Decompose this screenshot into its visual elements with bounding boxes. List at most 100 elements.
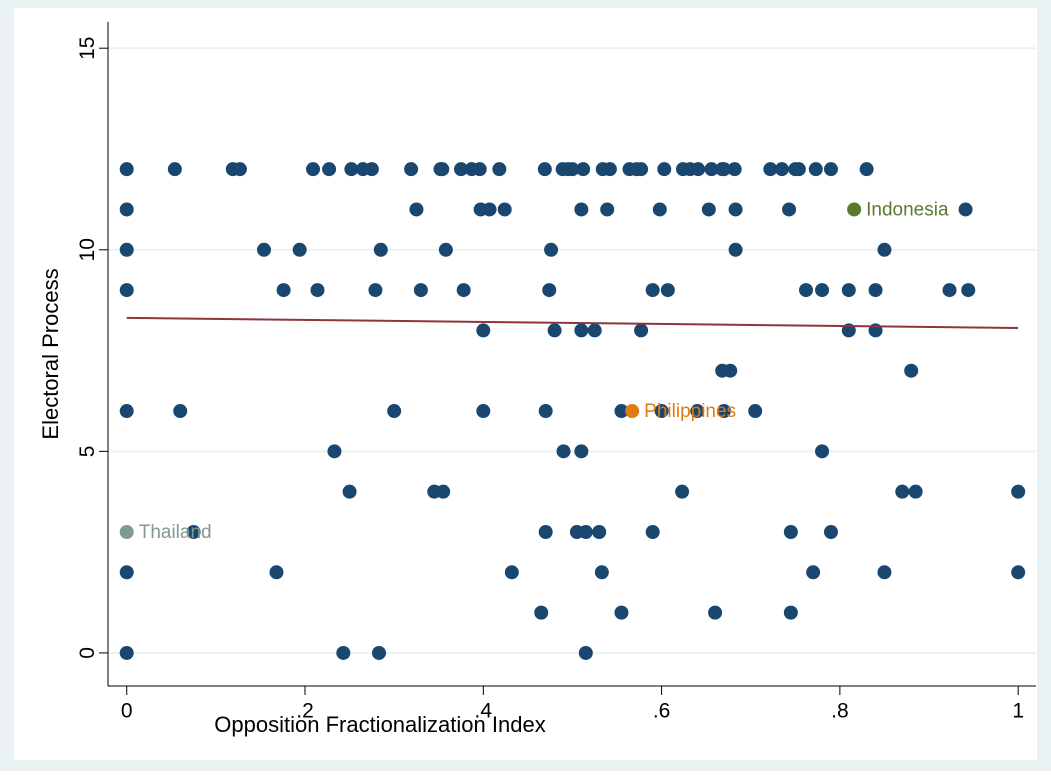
x-tick-label: 0 <box>121 700 133 723</box>
point <box>454 162 469 177</box>
point <box>823 524 838 539</box>
point <box>456 283 471 298</box>
point-label: Philippines <box>644 401 736 422</box>
point <box>614 605 629 620</box>
point <box>701 202 716 217</box>
point <box>436 484 451 499</box>
point <box>119 404 134 419</box>
point <box>364 162 379 177</box>
point <box>336 645 351 660</box>
point <box>492 162 507 177</box>
point <box>815 283 830 298</box>
labeled-point <box>119 524 134 539</box>
point <box>657 162 672 177</box>
point <box>690 404 705 419</box>
point <box>497 202 512 217</box>
point <box>728 202 743 217</box>
point <box>173 404 188 419</box>
y-tick-label: 0 <box>76 647 99 659</box>
point <box>292 242 307 257</box>
point <box>119 202 134 217</box>
point <box>372 645 387 660</box>
point <box>675 484 690 499</box>
point <box>877 242 892 257</box>
point <box>344 162 359 177</box>
point <box>404 162 419 177</box>
point <box>342 484 357 499</box>
point <box>1011 565 1026 580</box>
point <box>823 162 838 177</box>
point <box>645 283 660 298</box>
point <box>594 565 609 580</box>
y-tick-label: 5 <box>76 446 99 458</box>
point <box>587 323 602 338</box>
point <box>186 524 201 539</box>
point <box>476 323 491 338</box>
point <box>841 283 856 298</box>
point <box>276 283 291 298</box>
point <box>961 283 976 298</box>
point <box>942 283 957 298</box>
y-tick-label: 15 <box>76 37 99 60</box>
point <box>868 283 883 298</box>
point <box>716 404 731 419</box>
point <box>614 404 629 419</box>
point <box>877 565 892 580</box>
x-axis-title: Opposition Fractionalization Index <box>214 712 545 737</box>
point <box>413 283 428 298</box>
labeled-point <box>847 202 862 217</box>
x-tick-label: .6 <box>653 700 671 723</box>
point <box>748 404 763 419</box>
point <box>556 444 571 459</box>
point <box>634 323 649 338</box>
point <box>958 202 973 217</box>
point <box>542 283 557 298</box>
point <box>565 162 580 177</box>
x-tick-label: .8 <box>831 700 849 723</box>
point <box>435 162 450 177</box>
point <box>574 202 589 217</box>
point <box>576 162 591 177</box>
x-tick-label: 1 <box>1012 700 1024 723</box>
point <box>652 202 667 217</box>
point <box>645 524 660 539</box>
fit-line <box>126 316 1019 329</box>
point <box>727 162 742 177</box>
point <box>654 404 669 419</box>
point <box>574 323 589 338</box>
y-axis-title: Electoral Process <box>38 268 63 439</box>
point <box>310 283 325 298</box>
point <box>578 524 593 539</box>
point <box>538 404 553 419</box>
point <box>547 323 562 338</box>
point <box>119 645 134 660</box>
point <box>808 162 823 177</box>
point <box>476 404 491 419</box>
point <box>119 565 134 580</box>
point <box>574 444 589 459</box>
point <box>544 242 559 257</box>
point <box>1011 484 1026 499</box>
point <box>592 524 607 539</box>
point-label: Indonesia <box>866 199 949 220</box>
point <box>782 202 797 217</box>
point <box>895 484 910 499</box>
point <box>600 202 615 217</box>
point <box>859 162 874 177</box>
labeled-point <box>625 404 640 419</box>
point <box>708 605 723 620</box>
point <box>904 363 919 378</box>
point <box>387 404 402 419</box>
point <box>322 162 337 177</box>
point <box>908 484 923 499</box>
x-tick-label: .2 <box>296 700 314 723</box>
point <box>538 524 553 539</box>
point <box>578 645 593 660</box>
point <box>806 565 821 580</box>
point <box>269 565 284 580</box>
point <box>327 444 342 459</box>
point <box>774 162 789 177</box>
x-tick-label: .4 <box>475 700 493 723</box>
point <box>119 283 134 298</box>
